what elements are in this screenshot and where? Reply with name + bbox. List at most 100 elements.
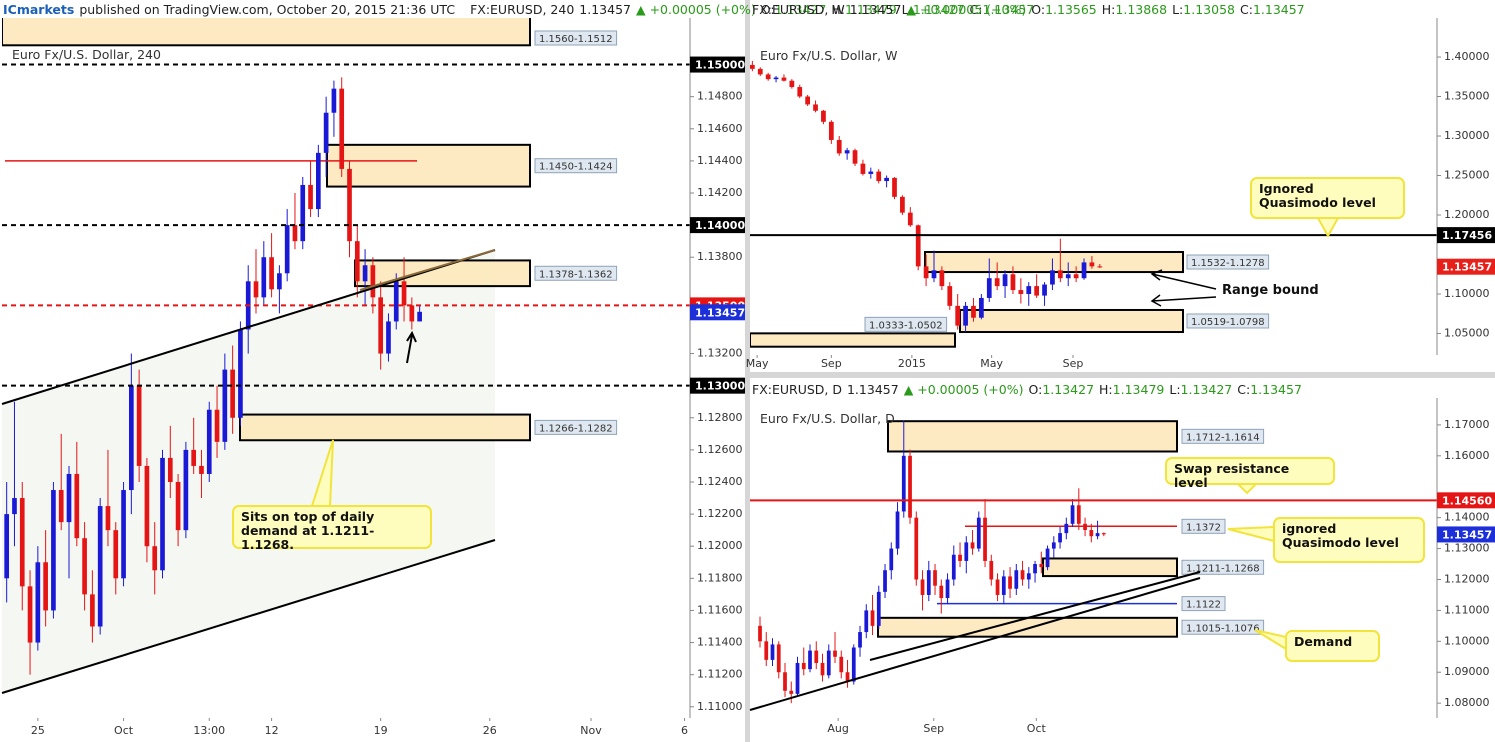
zone <box>239 413 531 442</box>
zone <box>1042 557 1178 578</box>
callout-pointer <box>1316 217 1340 239</box>
candle-body <box>781 77 787 81</box>
x-tick-label: Sep <box>821 357 842 370</box>
callout-pointer <box>1235 483 1259 495</box>
price-label: 1.17456 <box>1442 229 1492 242</box>
candle-body <box>1045 548 1050 568</box>
candle-body <box>1095 533 1100 537</box>
price-label: 1.15000 <box>695 59 745 72</box>
candle-body <box>277 273 282 290</box>
y-tick-label: 1.10000 <box>1444 287 1490 300</box>
x-tick-label: 26 <box>483 724 497 737</box>
candle-body <box>1018 290 1024 295</box>
arrow <box>406 330 417 364</box>
candle-body <box>933 570 937 586</box>
candle-body <box>261 257 267 298</box>
line-label: 1.1122 <box>1186 600 1221 611</box>
ohlc-value: 1.13457 <box>1250 381 1302 397</box>
ohlc-value: 1.13479 <box>1112 381 1165 397</box>
candle-body <box>955 305 961 326</box>
candle-body <box>1020 570 1025 580</box>
candle-body <box>292 225 298 242</box>
zone <box>2 18 531 47</box>
candle-body <box>51 490 56 611</box>
x-tick-label: 6 <box>681 724 688 737</box>
ohlc-label: C: <box>1239 1 1253 17</box>
line-label-box <box>1181 596 1226 612</box>
candle-body <box>926 570 931 595</box>
candle-body <box>789 80 795 88</box>
candle-body <box>845 672 850 682</box>
candle-body <box>183 449 189 531</box>
candle-body <box>1001 576 1006 595</box>
candle-body <box>970 542 975 549</box>
candle-body <box>206 409 212 474</box>
x-tick-label: 19 <box>374 724 388 737</box>
trendline <box>749 577 1201 711</box>
candle-body <box>1058 533 1062 543</box>
candle-body <box>409 305 415 322</box>
candle-body <box>931 270 937 279</box>
zone <box>354 259 531 288</box>
price-label-box <box>1437 526 1495 543</box>
candle-body <box>1051 542 1056 549</box>
symbol: FX:EURUSD, 240 <box>470 1 575 17</box>
channel-shade <box>2 250 495 693</box>
arrow <box>1150 269 1217 307</box>
header: ICmarkets published on TradingView.com, … <box>3 0 1034 18</box>
candle-body <box>1073 274 1079 279</box>
zone-label-box <box>1181 428 1265 444</box>
trendline <box>359 249 496 291</box>
published-text: published on TradingView.com, October 20… <box>79 1 456 17</box>
x-tick-label: Aug <box>827 722 848 735</box>
candle-body <box>939 270 945 287</box>
change: ▲ +0.00005 (+0%) <box>906 1 1027 17</box>
zone <box>877 616 1178 638</box>
zone-label: 1.1378-1.1362 <box>539 269 613 280</box>
y-tick-label: 1.13800 <box>697 250 743 263</box>
candle-body <box>90 594 95 627</box>
candle-body <box>858 632 862 648</box>
candle-body <box>113 530 119 579</box>
candle-body <box>347 168 352 242</box>
price-label-box <box>690 217 745 234</box>
candle-body <box>4 514 10 579</box>
candle-body <box>876 171 882 182</box>
candle-body <box>920 579 925 595</box>
publisher[interactable]: ICmarkets <box>3 1 75 17</box>
zone-label: 1.1560-1.1512 <box>539 34 613 45</box>
ohlc-label: C: <box>969 1 983 17</box>
symbol: FX:EURUSD, D <box>752 381 842 397</box>
candle-body <box>828 121 834 140</box>
x-tick-label: Oct <box>114 724 134 737</box>
candle-body <box>750 64 755 69</box>
price-label: 1.14000 <box>695 219 745 232</box>
ohlc-label: L: <box>901 1 913 17</box>
callout: Swap resistance level <box>1165 457 1335 490</box>
y-tick-label: 1.35000 <box>1444 90 1490 103</box>
candle-body <box>43 562 48 611</box>
x-tick-label: 25 <box>31 724 45 737</box>
ohlc-item: L:1.13427 <box>1169 382 1232 397</box>
candle-body <box>826 650 831 676</box>
chart-plot <box>750 60 1437 348</box>
candle-body <box>971 305 976 318</box>
candle-body <box>770 644 775 660</box>
candle-body <box>813 104 818 111</box>
candle-body <box>253 281 259 298</box>
x-tick-label: 13:00 <box>193 724 225 737</box>
candle-body <box>797 87 803 97</box>
x-tick-label: Nov <box>580 724 602 737</box>
x-tick-label: May <box>980 357 1003 370</box>
candle-body <box>976 517 981 549</box>
candle-body <box>1065 274 1071 279</box>
candle-body <box>947 286 953 306</box>
callout: ignored Quasimodo level <box>1273 517 1425 563</box>
candle-body <box>851 647 856 682</box>
y-tick-label: 1.20000 <box>1444 208 1490 221</box>
plot-layer: 1.1560-1.1512 1.1450-1.1424 1.1378-1.1362 1… <box>2 18 1437 704</box>
zone-label: 1.0333-1.0502 <box>869 320 943 331</box>
zone <box>750 332 956 348</box>
y-tick-label: 1.17000 <box>1444 418 1490 431</box>
candle-body <box>214 409 220 442</box>
